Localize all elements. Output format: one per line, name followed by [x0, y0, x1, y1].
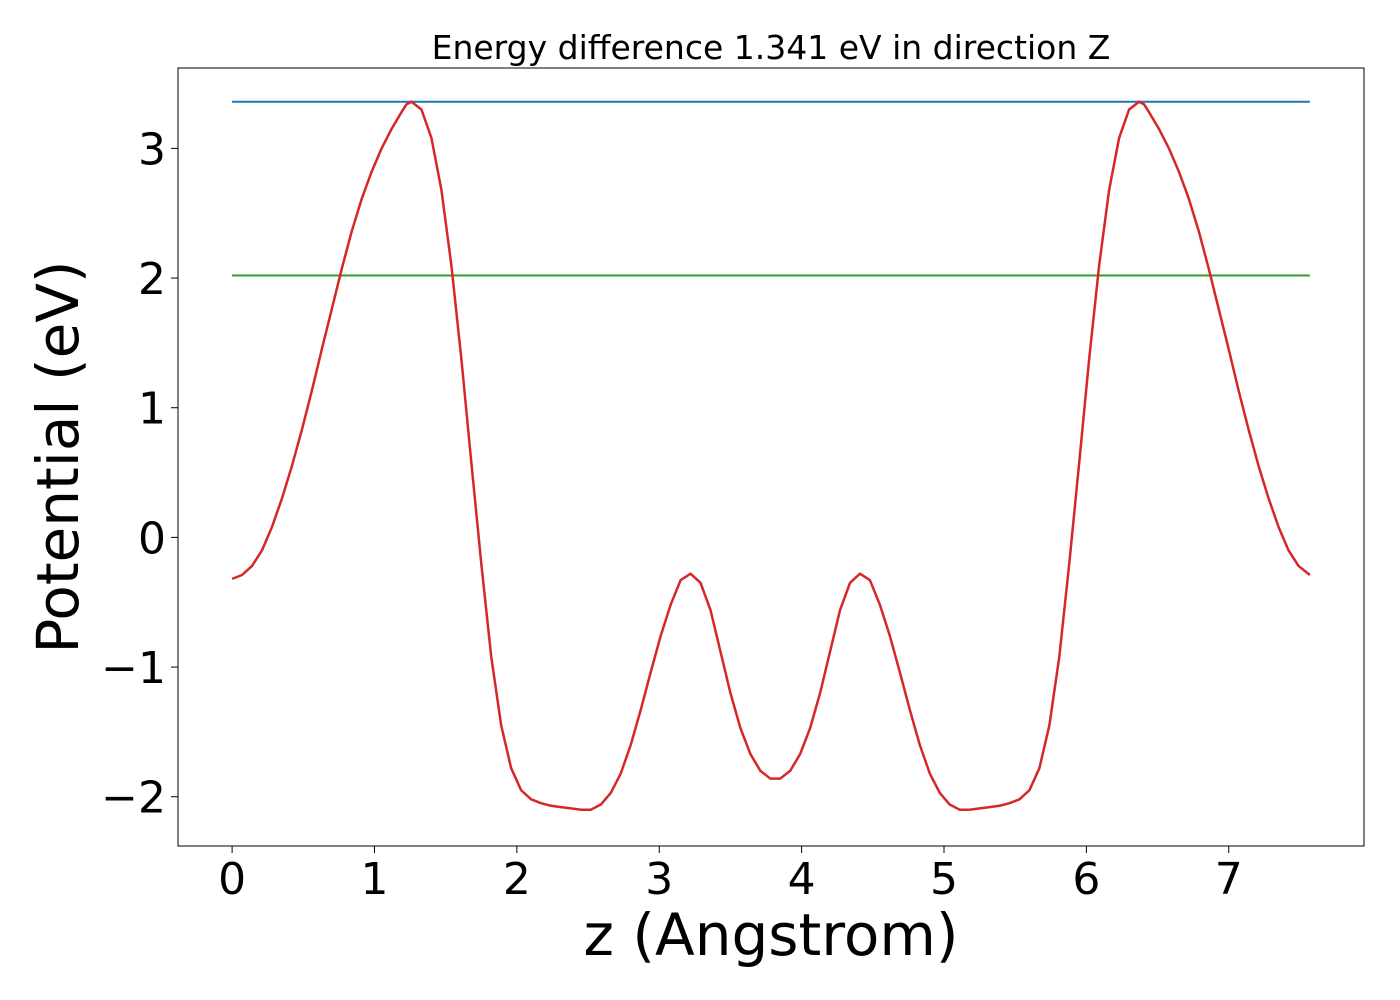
x-tick-label: 2	[503, 854, 531, 905]
plot-frame	[177, 67, 1365, 847]
plot-area: 0 1 2 3 4 5 6 7 −2 −1 0 1 2 3	[101, 67, 1365, 905]
y-tick-label: 2	[138, 254, 166, 305]
x-tick-label: 4	[788, 854, 816, 905]
x-tick-label: 3	[645, 854, 673, 905]
chart-title: Energy difference 1.341 eV in direction …	[432, 28, 1111, 67]
y-tick-label: 1	[138, 384, 166, 435]
x-tick-label: 0	[218, 854, 246, 905]
x-tick-label: 1	[360, 854, 388, 905]
x-tick-label: 7	[1215, 854, 1243, 905]
y-tick-label: −2	[101, 773, 166, 824]
x-tick-label: 5	[930, 854, 958, 905]
y-tick-label: 3	[138, 124, 166, 175]
y-axis-label: Potential (eV)	[24, 260, 92, 653]
y-tick-label: −1	[101, 643, 166, 694]
y-tick-label: 0	[138, 513, 166, 564]
potential-line	[231, 100, 1311, 811]
x-axis-label: z (Angstrom)	[584, 901, 959, 969]
x-tick-label: 6	[1072, 854, 1100, 905]
